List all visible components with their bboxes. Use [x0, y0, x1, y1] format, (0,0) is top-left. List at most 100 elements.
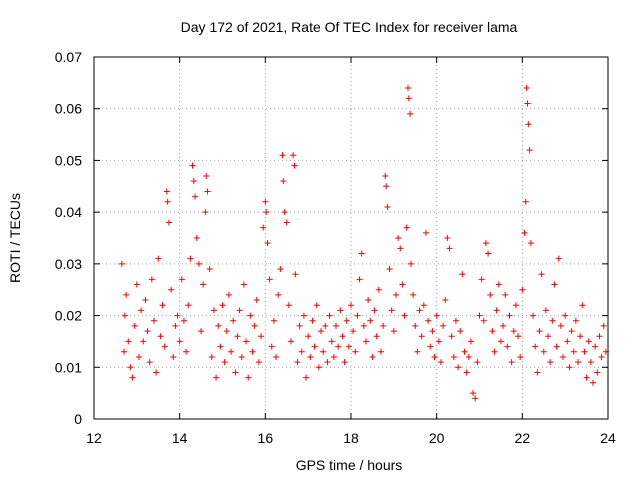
- data-point: [422, 229, 429, 236]
- data-point: [538, 271, 545, 278]
- data-point: [525, 121, 532, 128]
- data-point: [521, 229, 528, 236]
- data-point: [360, 322, 367, 329]
- data-point: [190, 178, 197, 185]
- data-point: [450, 353, 457, 360]
- data-point: [431, 353, 438, 360]
- data-point: [517, 353, 524, 360]
- x-tick-label: 14: [172, 430, 188, 446]
- data-point: [230, 317, 237, 324]
- data-point: [470, 390, 477, 397]
- y-tick-label: 0.06: [55, 101, 82, 117]
- data-point: [523, 85, 530, 92]
- data-point: [412, 322, 419, 329]
- data-point: [560, 353, 567, 360]
- data-point: [275, 291, 282, 298]
- data-point: [189, 162, 196, 169]
- data-point: [485, 250, 492, 257]
- data-point: [564, 338, 571, 345]
- data-point: [277, 266, 284, 273]
- data-point: [365, 297, 372, 304]
- data-point: [170, 353, 177, 360]
- data-point: [187, 255, 194, 262]
- data-point: [455, 364, 462, 371]
- data-point: [377, 348, 384, 355]
- data-point: [461, 348, 468, 355]
- data-point: [120, 348, 127, 355]
- data-point: [266, 276, 273, 283]
- data-point: [303, 374, 310, 381]
- data-point: [540, 348, 547, 355]
- data-point: [380, 322, 387, 329]
- data-point: [407, 110, 414, 117]
- data-point: [322, 322, 329, 329]
- data-point: [375, 286, 382, 293]
- data-point: [553, 343, 560, 350]
- data-point: [180, 317, 187, 324]
- data-point: [202, 209, 209, 216]
- data-point: [210, 307, 217, 314]
- data-point: [448, 333, 455, 340]
- data-point: [382, 172, 389, 179]
- data-point: [320, 348, 327, 355]
- x-tick-label: 12: [86, 430, 102, 446]
- data-point: [474, 359, 481, 366]
- data-point: [339, 333, 346, 340]
- data-point: [410, 291, 417, 298]
- data-point: [309, 317, 316, 324]
- data-point: [566, 364, 573, 371]
- data-point: [392, 291, 399, 298]
- data-point: [215, 322, 222, 329]
- data-point: [478, 276, 485, 283]
- data-point: [262, 198, 269, 205]
- data-point: [575, 359, 582, 366]
- data-point: [425, 317, 432, 324]
- data-point: [489, 328, 496, 335]
- data-point: [281, 209, 288, 216]
- x-axis-label: GPS time / hours: [296, 457, 403, 473]
- data-point: [263, 209, 270, 216]
- data-point: [545, 333, 552, 340]
- data-point: [512, 302, 519, 309]
- data-point: [280, 178, 287, 185]
- data-point: [568, 328, 575, 335]
- data-point: [388, 307, 395, 314]
- data-point: [487, 291, 494, 298]
- data-point: [221, 359, 228, 366]
- data-point: [172, 322, 179, 329]
- data-point: [594, 369, 601, 376]
- data-point: [296, 322, 303, 329]
- data-point: [446, 245, 453, 252]
- data-point: [348, 302, 354, 309]
- data-point: [401, 312, 408, 319]
- data-point: [164, 198, 171, 205]
- data-point: [330, 353, 337, 360]
- data-point: [495, 281, 502, 288]
- data-point: [532, 343, 539, 350]
- data-point: [174, 312, 181, 319]
- data-point: [258, 333, 265, 340]
- data-point: [530, 312, 537, 319]
- data-point: [193, 235, 200, 241]
- data-point: [373, 333, 380, 340]
- data-point: [234, 333, 241, 340]
- data-point: [285, 302, 292, 309]
- data-point: [596, 333, 603, 340]
- data-point: [343, 317, 350, 324]
- data-point: [236, 307, 243, 314]
- data-point: [159, 302, 166, 309]
- data-point: [240, 281, 247, 288]
- data-point: [418, 333, 425, 340]
- data-point: [294, 359, 301, 366]
- data-point: [522, 198, 529, 205]
- y-axis-label: ROTI / TECUs: [7, 193, 23, 283]
- data-point: [557, 322, 564, 329]
- data-point: [161, 343, 168, 350]
- data-point: [219, 302, 226, 309]
- data-point: [150, 317, 157, 324]
- data-point: [232, 369, 239, 376]
- data-point: [333, 322, 340, 329]
- data-point: [551, 281, 558, 288]
- data-point: [350, 328, 357, 335]
